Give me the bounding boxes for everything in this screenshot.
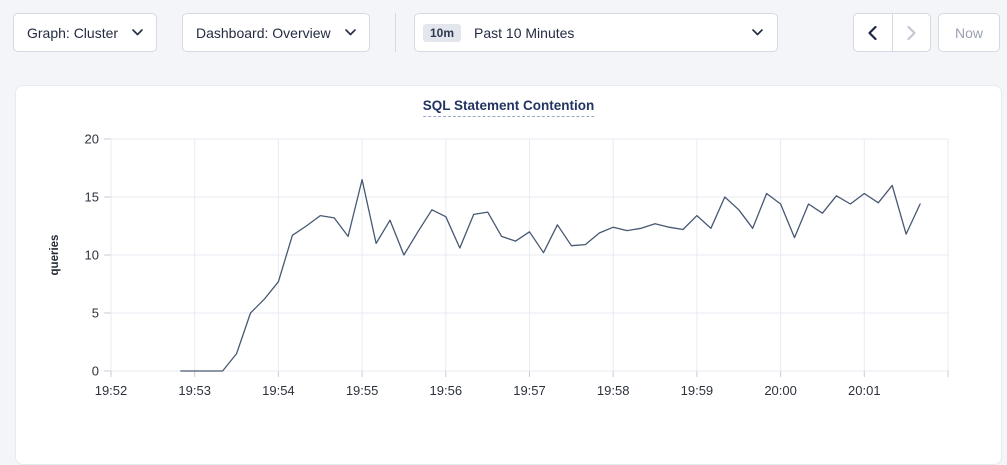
y-tick-label: 20 (85, 132, 99, 147)
dashboard-dropdown[interactable]: Dashboard: Overview (182, 13, 370, 52)
dashboard-dropdown-label: Dashboard: Overview (196, 24, 331, 41)
x-tick-label: 20:00 (764, 383, 797, 398)
x-tick-label: 19:55 (346, 383, 379, 398)
time-range-selector[interactable]: 10m Past 10 Minutes (414, 13, 778, 52)
y-tick-label: 0 (92, 364, 99, 379)
y-tick-label: 5 (92, 306, 99, 321)
x-tick-label: 20:01 (848, 383, 881, 398)
chevron-right-icon (907, 25, 916, 40)
graph-dropdown-label: Graph: Cluster (27, 24, 119, 41)
y-tick-label: 10 (85, 248, 99, 263)
x-tick-label: 19:53 (178, 383, 211, 398)
chart-gridlines (104, 138, 949, 377)
chevron-left-icon (868, 25, 877, 40)
y-axis-label: queries (49, 235, 61, 276)
prev-time-button[interactable] (854, 14, 892, 51)
x-tick-label: 19:52 (95, 383, 128, 398)
x-tick-label: 19:54 (262, 383, 295, 398)
series-line-queries (180, 178, 921, 372)
now-button-label: Now (954, 24, 983, 41)
chart-title[interactable]: SQL Statement Contention (422, 98, 595, 117)
chevron-down-icon (752, 29, 763, 36)
graph-dropdown[interactable]: Graph: Cluster (13, 13, 157, 52)
chevron-down-icon (345, 29, 356, 36)
time-range-badge: 10m (423, 23, 462, 42)
x-tick-label: 19:58 (597, 383, 630, 398)
sql-contention-chart: 0 5 10 15 20 19:52 19:53 19:54 19:55 19:56 19:57 19… (49, 132, 949, 398)
chart-card: SQL Statement Contention 0 5 10 15 20 19:52 19… (15, 85, 1002, 465)
chevron-down-icon (132, 29, 143, 36)
x-tick-label: 19:59 (681, 383, 714, 398)
now-button[interactable]: Now (938, 13, 1000, 52)
next-time-button[interactable] (891, 14, 931, 51)
x-tick-label: 19:57 (513, 383, 546, 398)
time-range-label: Past 10 Minutes (474, 24, 575, 41)
y-tick-label: 15 (85, 190, 99, 205)
time-step-button-group (853, 13, 931, 52)
toolbar-divider (395, 13, 396, 52)
x-tick-label: 19:56 (430, 383, 463, 398)
